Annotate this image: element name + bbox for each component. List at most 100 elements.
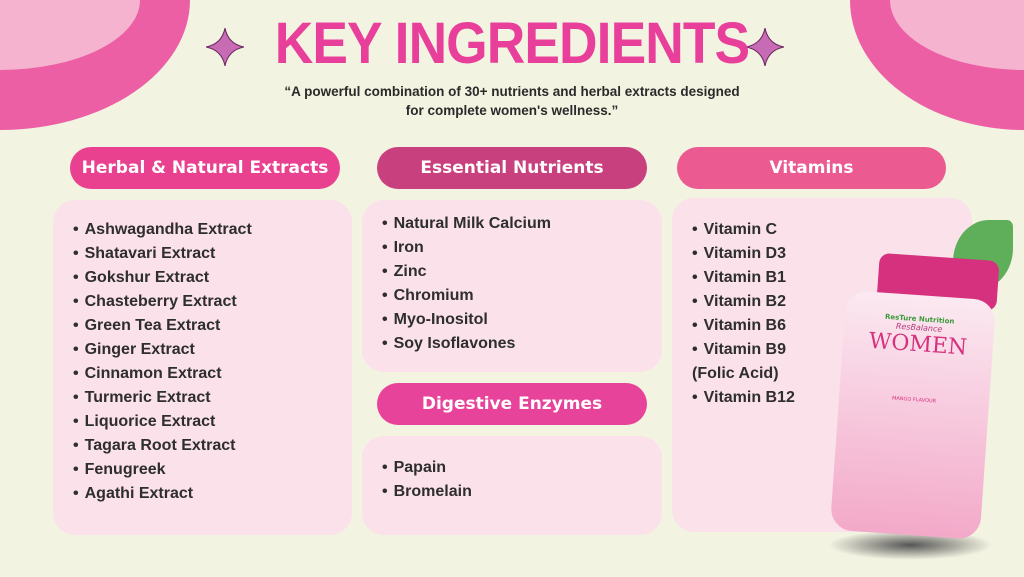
item-label: Myo-Inositol xyxy=(393,311,488,328)
item-label: Chromium xyxy=(393,287,474,304)
list-item: • Fenugreek xyxy=(73,458,352,482)
list-item: • Shatavari Extract xyxy=(73,242,352,266)
item-label: Vitamin C xyxy=(703,221,778,238)
list-item: • Agathi Extract xyxy=(73,482,352,506)
list-item: • Chasteberry Extract xyxy=(73,290,352,314)
item-label: Turmeric Extract xyxy=(84,389,211,406)
list-item: • Iron xyxy=(382,236,662,260)
list-item: • Vitamin C xyxy=(692,218,822,242)
item-label: Agathi Extract xyxy=(84,485,194,502)
list-item: • Zinc xyxy=(382,260,662,284)
digestive-heading: Digestive Enzymes xyxy=(377,383,647,425)
item-label: Bromelain xyxy=(393,483,472,500)
item-label: Shatavari Extract xyxy=(84,245,216,262)
list-item: • Vitamin B1 xyxy=(692,266,822,290)
item-label: Vitamin B6 xyxy=(703,317,787,334)
list-item: • Vitamin B12 xyxy=(692,386,822,410)
item-label: Green Tea Extract xyxy=(84,317,221,334)
bullet-icon: • xyxy=(73,461,79,478)
flavour-label: MANGO FLAVOUR xyxy=(891,395,937,405)
list-item: • Cinnamon Extract xyxy=(73,362,352,386)
list-item: • Myo-Inositol xyxy=(382,308,662,332)
subtitle-line: for complete women's wellness.” xyxy=(405,103,619,118)
list-item: • Turmeric Extract xyxy=(73,386,352,410)
bullet-icon: • xyxy=(382,215,388,232)
bullet-icon: • xyxy=(692,317,698,334)
bullet-icon: • xyxy=(382,287,388,304)
bullet-icon: • xyxy=(73,293,79,310)
bullet-icon: • xyxy=(73,269,79,286)
bullet-icon: • xyxy=(692,293,698,310)
bullet-icon: • xyxy=(73,485,79,502)
bullet-icon: • xyxy=(73,413,79,430)
list-item: • Vitamin D3 xyxy=(692,242,822,266)
list-item: • Vitamin B9 (Folic Acid) xyxy=(692,338,822,386)
item-label: Fenugreek xyxy=(84,461,166,478)
item-label: Tagara Root Extract xyxy=(84,437,236,454)
list-item: • Green Tea Extract xyxy=(73,314,352,338)
item-label: Iron xyxy=(393,239,424,256)
item-label: Vitamin B2 xyxy=(703,293,787,310)
page-title: KEY INGREDIENTS xyxy=(274,11,750,76)
bullet-icon: • xyxy=(692,341,698,358)
subtitle: “A powerful combination of 30+ nutrients… xyxy=(0,82,1024,120)
essential-heading: Essential Nutrients xyxy=(377,147,647,189)
item-label: Papain xyxy=(393,459,447,476)
digestive-card: • Papain • Bromelain xyxy=(362,436,662,535)
bullet-icon: • xyxy=(382,335,388,352)
item-label: Soy Isoflavones xyxy=(393,335,516,352)
list-item: • Vitamin B6 xyxy=(692,314,822,338)
vitamins-list: • Vitamin C • Vitamin D3 • Vitamin B1 • Vitamin… xyxy=(692,218,822,410)
jar-body: ResTure Nutrition ResBalance WOMEN MANGO… xyxy=(829,290,997,540)
list-item: • Tagara Root Extract xyxy=(73,434,352,458)
list-item: • Liquorice Extract xyxy=(73,410,352,434)
list-item: • Chromium xyxy=(382,284,662,308)
item-label: Ginger Extract xyxy=(84,341,195,358)
bullet-icon: • xyxy=(692,221,698,238)
bullet-icon: • xyxy=(692,245,698,262)
essential-list: • Natural Milk Calcium • Iron • Zinc • Chromium… xyxy=(382,212,662,356)
item-label: Gokshur Extract xyxy=(84,269,210,286)
item-label: Vitamin B9 (Folic Acid) xyxy=(692,341,787,382)
vitamins-heading: Vitamins xyxy=(677,147,946,189)
bullet-icon: • xyxy=(73,317,79,334)
bullet-icon: • xyxy=(382,263,388,280)
bullet-icon: • xyxy=(73,245,79,262)
item-label: Liquorice Extract xyxy=(84,413,216,430)
list-item: • Vitamin B2 xyxy=(692,290,822,314)
bullet-icon: • xyxy=(382,311,388,328)
item-label: Vitamin D3 xyxy=(703,245,787,262)
item-label: Chasteberry Extract xyxy=(84,293,237,310)
list-item: • Soy Isoflavones xyxy=(382,332,662,356)
bullet-icon: • xyxy=(692,269,698,286)
bullet-icon: • xyxy=(73,389,79,406)
list-item: • Natural Milk Calcium xyxy=(382,212,662,236)
herbal-list: • Ashwagandha Extract • Shatavari Extract • G… xyxy=(73,218,352,506)
item-label: Ashwagandha Extract xyxy=(84,221,252,238)
sparkle-icon xyxy=(745,27,785,67)
list-item: • Ashwagandha Extract xyxy=(73,218,352,242)
essential-card: • Natural Milk Calcium • Iron • Zinc • Chromium… xyxy=(362,200,662,372)
sparkle-icon xyxy=(205,27,245,67)
item-label: Cinnamon Extract xyxy=(84,365,222,382)
item-label: Vitamin B1 xyxy=(703,269,787,286)
bullet-icon: • xyxy=(73,341,79,358)
bullet-icon: • xyxy=(73,365,79,382)
item-label: Natural Milk Calcium xyxy=(393,215,551,232)
bullet-icon: • xyxy=(73,221,79,238)
herbal-card: • Ashwagandha Extract • Shatavari Extract • G… xyxy=(53,200,352,535)
item-label: Zinc xyxy=(393,263,427,280)
list-item: • Gokshur Extract xyxy=(73,266,352,290)
list-item: • Papain xyxy=(382,456,662,480)
list-item: • Bromelain xyxy=(382,480,662,504)
subtitle-line: “A powerful combination of 30+ nutrients… xyxy=(284,84,740,99)
bullet-icon: • xyxy=(382,483,388,500)
bullet-icon: • xyxy=(382,239,388,256)
digestive-list: • Papain • Bromelain xyxy=(382,456,662,504)
product-jar-image: ResTure Nutrition ResBalance WOMEN MANGO… xyxy=(828,220,1013,560)
bullet-icon: • xyxy=(73,437,79,454)
bullet-icon: • xyxy=(382,459,388,476)
herbal-heading: Herbal & Natural Extracts xyxy=(70,147,340,189)
list-item: • Ginger Extract xyxy=(73,338,352,362)
bullet-icon: • xyxy=(692,389,698,406)
